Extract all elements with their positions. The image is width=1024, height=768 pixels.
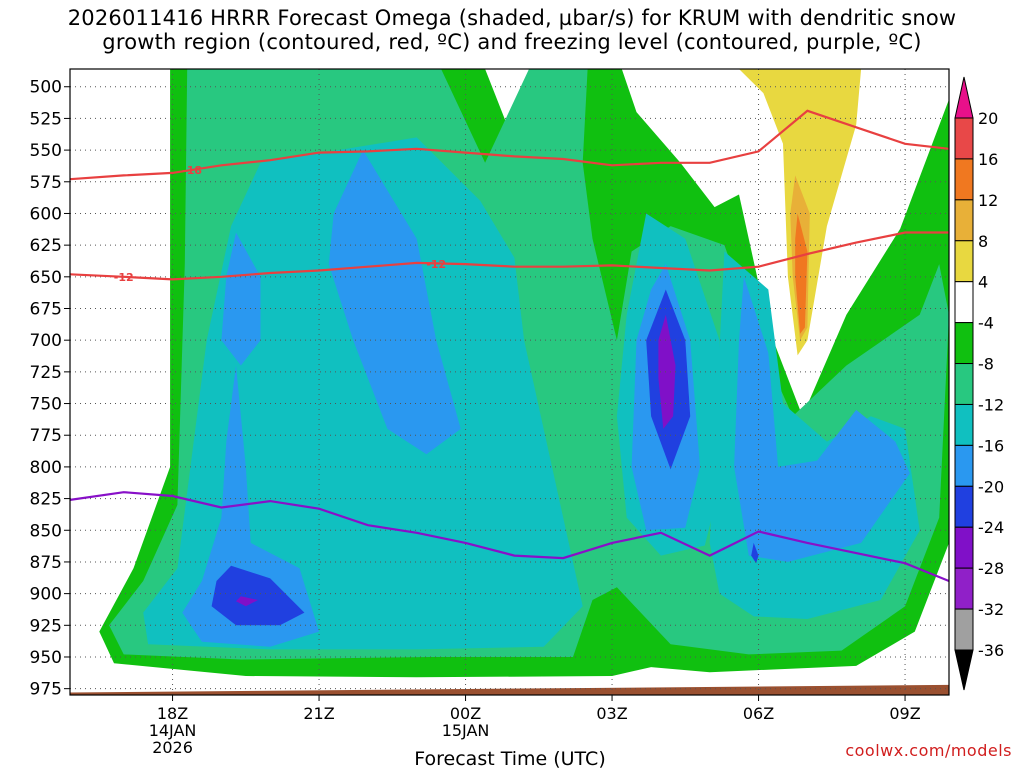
y-tick-label: 850: [30, 521, 62, 541]
y-tick-label: 525: [30, 109, 62, 129]
credit-link[interactable]: coolwx.com/models: [845, 741, 1012, 760]
y-tick-label: 550: [30, 141, 62, 161]
y-tick-label: 800: [30, 458, 62, 478]
omega-region-purple: [658, 314, 676, 429]
colorbar-box: [954, 403, 974, 446]
colorbar-label: -28: [978, 559, 1004, 578]
y-tick-label: 500: [30, 78, 62, 98]
colorbar-box: [954, 444, 974, 487]
colorbar-box: [954, 526, 974, 569]
colorbar-box: [954, 322, 974, 365]
chart-title: 2026011416 HRRR Forecast Omega (shaded, …: [0, 6, 1024, 54]
omega-region-blue: [734, 276, 910, 562]
colorbar-label: -36: [978, 641, 1004, 660]
colorbar-label: 20: [978, 109, 998, 128]
colorbar-label: 16: [978, 150, 998, 169]
omega-region-blue: [182, 365, 319, 647]
omega-region-purple: [236, 596, 258, 607]
contour-line: [70, 109, 949, 181]
omega-region-darkblue: [211, 565, 305, 626]
omega-region-orange: [795, 213, 808, 334]
colorbar-label: -12: [978, 395, 1004, 414]
y-tick-label: 700: [30, 331, 62, 351]
colorbar-box: [954, 567, 974, 610]
contour-label: -18: [182, 164, 202, 177]
colorbar-label: -32: [978, 600, 1004, 619]
y-tick-label: 875: [30, 553, 62, 573]
plot-area: [70, 69, 949, 695]
y-tick-label: 675: [30, 300, 62, 320]
colorbar-bottom-arrow: [954, 649, 974, 691]
title-line-2: growth region (contoured, red, ºC) and f…: [102, 30, 922, 54]
contour-label: -12: [114, 271, 134, 284]
omega-region-white: [621, 69, 949, 417]
y-tick-label: 975: [30, 680, 62, 700]
y-tick-label: 575: [30, 173, 62, 193]
x-tick-label: 18Z: [157, 704, 188, 723]
colorbar-label: -8: [978, 355, 994, 374]
omega-region-blue: [221, 232, 261, 366]
colorbar-box: [954, 608, 974, 651]
contour-label: -12: [426, 258, 446, 271]
y-tick-label: 650: [30, 268, 62, 288]
contour-line: [70, 491, 949, 583]
colorbar-top-arrow: [954, 76, 974, 119]
y-tick-label: 925: [30, 616, 62, 636]
x-tick-label: 03Z: [596, 704, 627, 723]
colorbar-box: [954, 363, 974, 405]
y-tick-label: 725: [30, 363, 62, 383]
contours: -18 -12 -12: [70, 109, 949, 583]
x-tick-date: 15JAN: [442, 721, 490, 740]
y-tick-label: 950: [30, 648, 62, 668]
x-tick-label: 06Z: [743, 704, 774, 723]
colorbar-box: [954, 240, 974, 283]
title-line-1: 2026011416 HRRR Forecast Omega (shaded, …: [67, 6, 957, 30]
omega-region-blue: [328, 150, 461, 455]
x-tick-date: 14JAN: [149, 721, 197, 740]
axes: 500 525 550 575 600 625 650 675 700 725 750 775 800 8…: [30, 78, 921, 757]
colorbar-label: -4: [978, 314, 994, 333]
y-tick-label: 775: [30, 426, 62, 446]
plot-frame: [69, 68, 950, 696]
x-tick-label: 00Z: [450, 704, 481, 723]
y-tick-label: 900: [30, 585, 62, 605]
colorbar-box: [954, 199, 974, 242]
colorbar-label: -16: [978, 436, 1004, 455]
colorbar-box: [954, 117, 974, 160]
y-tick-label: 625: [30, 236, 62, 256]
x-tick-label: 09Z: [889, 704, 920, 723]
omega-region-darkblue: [751, 542, 759, 564]
x-tick-year: 2026: [152, 738, 193, 757]
colorbar-box: [954, 158, 974, 201]
ground-terrain: [70, 684, 949, 695]
colorbar-box: [954, 281, 974, 324]
colorbar-label: -24: [978, 518, 1004, 537]
contour-line: [70, 231, 949, 281]
colorbar-label: -20: [978, 477, 1004, 496]
x-axis-title: Forecast Time (UTC): [414, 748, 605, 768]
y-tick-label: 600: [30, 204, 62, 224]
y-tick-label: 825: [30, 490, 62, 510]
y-tick-label: 750: [30, 395, 62, 415]
x-tick-label: 21Z: [303, 704, 334, 723]
colorbar: 20 16 12 8 4 -4 -8 -12 -16 -20 -24 -28 -32 -36: [954, 76, 1004, 691]
colorbar-label: 4: [978, 273, 988, 292]
colorbar-label: 12: [978, 191, 998, 210]
colorbar-label: 8: [978, 232, 988, 251]
colorbar-box: [954, 485, 974, 528]
